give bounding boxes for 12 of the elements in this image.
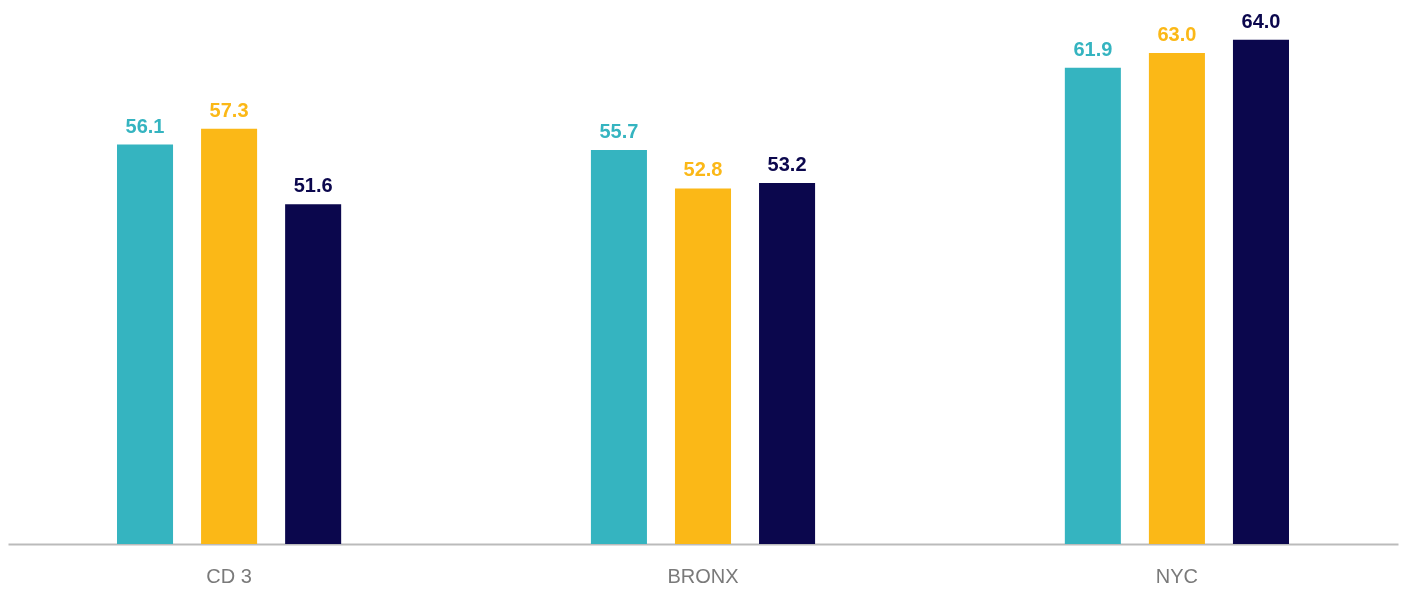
data-label: 61.9 — [1073, 37, 1113, 60]
data-label: 57.3 — [209, 98, 249, 121]
data-label: 56.1 — [125, 114, 165, 137]
x-tick-label: CD 3 — [206, 564, 252, 587]
data-label: 52.8 — [683, 158, 723, 181]
data-label: 63.0 — [1157, 23, 1197, 46]
data-label: 64.0 — [1241, 9, 1281, 32]
data-label: 53.2 — [767, 153, 807, 176]
data-label: 51.6 — [293, 174, 333, 197]
x-tick-label: NYC — [1155, 564, 1199, 587]
data-label: 55.7 — [599, 119, 639, 142]
x-tick-label: BRONX — [667, 564, 739, 587]
